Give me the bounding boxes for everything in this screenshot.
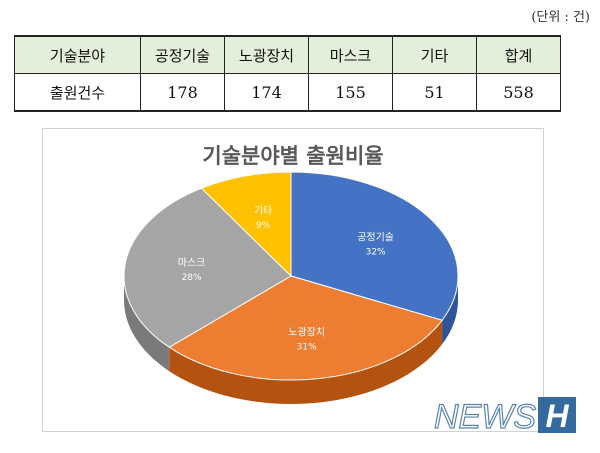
row-label: 출원건수 <box>14 73 141 112</box>
header-cell-field: 기술분야 <box>14 35 141 74</box>
watermark-mark: H <box>545 398 569 434</box>
slice-label-process: 공정기술 <box>357 232 394 244</box>
header-cell-other: 기타 <box>392 35 477 74</box>
value-cell-exposure: 174 <box>224 73 309 112</box>
watermark-box <box>538 397 576 433</box>
value-cell-process: 178 <box>140 73 225 112</box>
watermark-text: NEWS <box>434 398 536 435</box>
slice-percent-mask: 28% <box>182 273 202 283</box>
slice-percent-exposure: 31% <box>297 343 317 353</box>
slice-label-exposure: 노광장치 <box>288 327 325 339</box>
header-cell-exposure: 노광장치 <box>224 35 309 74</box>
pie-slices-group <box>123 171 459 381</box>
pie-slice-mask <box>123 187 292 348</box>
slice-percent-process: 32% <box>366 248 386 258</box>
pie-depth-group <box>124 276 458 405</box>
slice-label-other: 기타 <box>254 205 272 217</box>
pie-slice-exposure <box>168 275 443 381</box>
application-count-table: 기술분야 공정기술 노광장치 마스크 기타 합계 출원건수 178 174 15… <box>14 35 561 112</box>
header-cell-mask: 마스크 <box>308 35 393 74</box>
pie-side-exposure <box>169 320 443 405</box>
table-header-row: 기술분야 공정기술 노광장치 마스크 기타 합계 <box>14 35 561 74</box>
table-row: 출원건수 178 174 155 51 558 <box>14 73 561 112</box>
pie-side-mask <box>124 276 170 372</box>
unit-note: (단위 : 건) <box>531 10 590 25</box>
slice-percent-other: 9% <box>256 221 271 231</box>
pie-slice-process <box>290 171 459 321</box>
pie-labels-group: 공정기술 32% 노광장치 31% 마스크 28% 기타 9% <box>178 205 394 353</box>
header-cell-process: 공정기술 <box>140 35 225 74</box>
newsis-watermark: NEWS H <box>433 397 576 435</box>
pie-chart-canvas: 기술분야별 출원비율 공정기술 32% 노광장치 31% 마스크 28% 기타 9% <box>123 144 459 405</box>
pie-slice-other <box>200 171 292 278</box>
value-cell-mask: 155 <box>308 73 393 112</box>
slice-label-mask: 마스크 <box>178 257 206 269</box>
pie-chart: 기술분야별 출원비율 공정기술 32% 노광장치 31% 마스크 28% 기타 9% <box>42 128 544 432</box>
value-cell-total: 558 <box>476 73 561 112</box>
pie-side-process <box>442 276 458 345</box>
value-cell-other: 51 <box>392 73 477 112</box>
chart-title: 기술분야별 출원비율 <box>202 144 383 168</box>
header-cell-total: 합계 <box>476 35 561 74</box>
